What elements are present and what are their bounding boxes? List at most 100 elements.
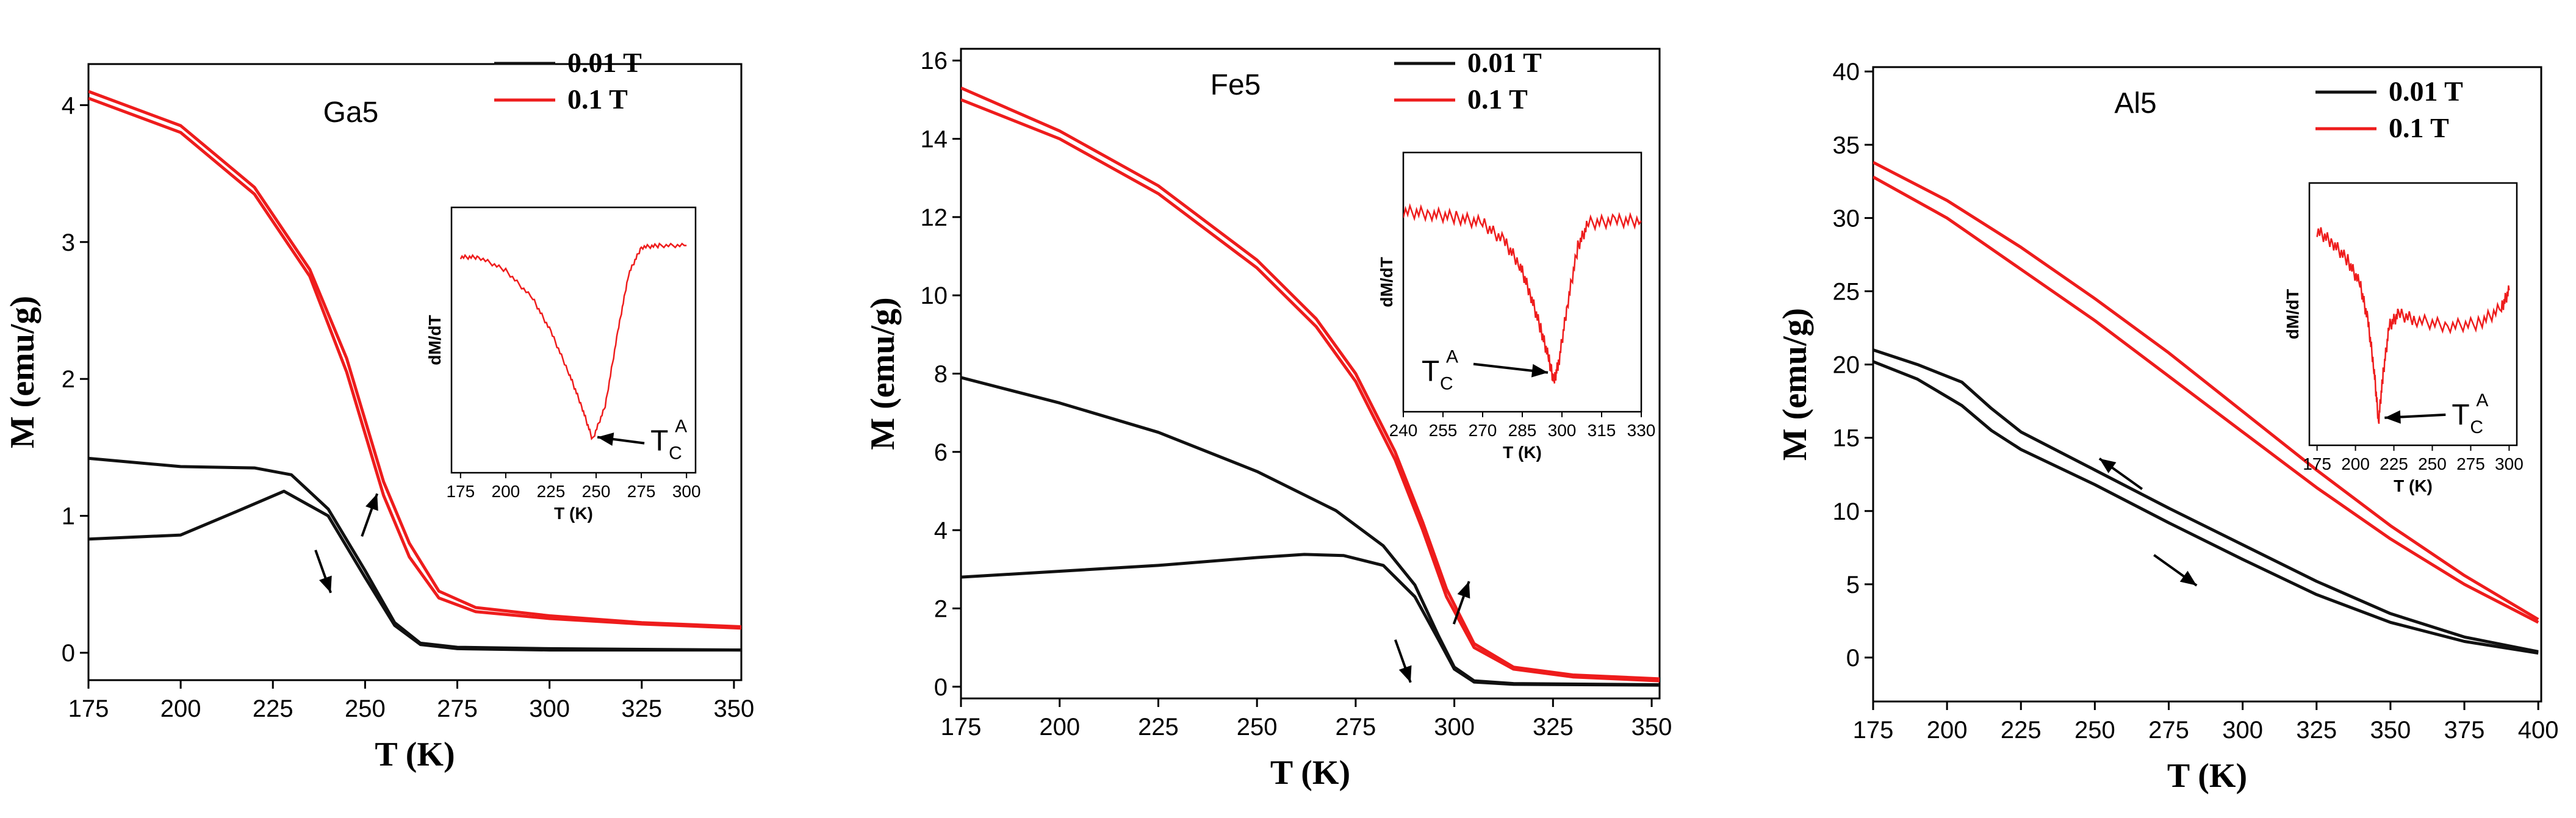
legend-label: 0.01 T xyxy=(1467,47,1542,78)
series-line-high-field-0 xyxy=(961,86,1660,681)
x-tick-label: 250 xyxy=(2074,717,2115,744)
y-tick-label: 10 xyxy=(921,282,948,309)
x-tick-label: 300 xyxy=(529,695,570,722)
panel-title: Al5 xyxy=(2114,87,2156,120)
hysteresis-arrow xyxy=(2153,554,2198,587)
y-tick-label: 12 xyxy=(921,204,948,231)
inset-frame xyxy=(2308,182,2518,447)
series-group xyxy=(88,90,741,652)
x-tick-label: 350 xyxy=(2370,717,2411,744)
hysteresis-arrow xyxy=(2098,457,2143,490)
panel-al5: 175 200 225 250 275 300 325 350 375 400 0 5 10 15 20 25… xyxy=(1776,59,2559,795)
x-tick-label: 225 xyxy=(2001,717,2042,744)
y-tick-label: 16 xyxy=(921,48,948,74)
inset-x-tick-label: 300 xyxy=(2495,454,2524,473)
inset-x-tick-label: 175 xyxy=(2303,454,2331,473)
y-tick-label: 5 xyxy=(1846,572,1860,598)
inset-x-tick-label: 250 xyxy=(582,482,611,501)
x-tick-label: 300 xyxy=(2222,717,2263,744)
x-axis-title: T (K) xyxy=(1270,754,1350,792)
inset-x-tick-label: 300 xyxy=(1548,421,1577,440)
inset-x-title: T (K) xyxy=(2394,476,2433,495)
y-axis-title: M (emu/g) xyxy=(4,296,41,448)
tc-label-main: T xyxy=(2452,399,2469,431)
tc-label: T CA xyxy=(650,417,687,464)
inset-x-tick-label: 175 xyxy=(446,482,475,501)
y-tick-label: 20 xyxy=(1833,352,1860,379)
x-axis-title: T (K) xyxy=(2167,757,2247,795)
plot-frame xyxy=(1872,66,2542,703)
legend-label: 0.1 T xyxy=(567,84,628,115)
inset-x-tick-label: 300 xyxy=(672,482,701,501)
y-tick-label: 15 xyxy=(1833,425,1860,452)
legend-label: 0.1 T xyxy=(1467,84,1528,115)
series-line-high-field-1 xyxy=(88,96,741,630)
inset-x-tick-label: 330 xyxy=(1627,421,1656,440)
y-tick-label: 0 xyxy=(62,640,75,667)
inset-frame xyxy=(450,206,697,474)
tc-arrow xyxy=(1473,362,1549,378)
x-tick-label: 225 xyxy=(253,695,293,722)
hysteresis-arrow xyxy=(314,550,333,594)
x-tick-label: 275 xyxy=(437,695,478,722)
x-tick-label: 400 xyxy=(2518,717,2559,744)
inset-x-tick-label: 250 xyxy=(2418,454,2447,473)
y-tick-label: 10 xyxy=(1833,498,1860,525)
x-tick-label: 200 xyxy=(1927,717,1968,744)
legend-label: 0.1 T xyxy=(2389,112,2449,143)
plot-frame xyxy=(87,63,743,681)
inset-y-title: dM/dT xyxy=(1377,257,1396,307)
x-tick-label: 250 xyxy=(345,695,386,722)
x-tick-label: 300 xyxy=(1434,714,1475,741)
series-line-low-field-3 xyxy=(1873,360,2539,655)
inset-x-title: T (K) xyxy=(554,504,593,523)
y-tick-label: 2 xyxy=(934,595,948,622)
hysteresis-arrow xyxy=(1452,581,1470,625)
inset-x-tick-label: 200 xyxy=(2341,454,2370,473)
x-tick-label: 325 xyxy=(2296,717,2337,744)
x-tick-label: 200 xyxy=(160,695,201,722)
series-line-low-field-3 xyxy=(88,489,741,652)
x-tick-label: 175 xyxy=(941,714,982,741)
series-line-high-field-0 xyxy=(88,90,741,628)
inset-plot: 240 255 270 285 300 315 330 T (K) dM/dT T CA xyxy=(1377,151,1656,462)
y-tick-label: 4 xyxy=(62,92,75,119)
inset-plot: 175 200 225 250 275 300 T (K) dM/dT T CA xyxy=(425,206,701,523)
legend-label: 0.01 T xyxy=(2389,76,2463,107)
series-group xyxy=(1873,160,2539,655)
x-tick-label: 350 xyxy=(1632,714,1672,741)
inset-y-title: dM/dT xyxy=(2283,289,2302,339)
x-tick-label: 175 xyxy=(68,695,109,722)
legend: 0.01 T 0.1 T xyxy=(1394,47,1542,115)
inset-x-tick-label: 200 xyxy=(492,482,520,501)
tc-label-main: T xyxy=(1422,356,1439,388)
tc-label: T CA xyxy=(2452,390,2488,437)
x-tick-label: 200 xyxy=(1039,714,1080,741)
y-tick-label: 2 xyxy=(62,366,75,393)
legend: 0.01 T 0.1 T xyxy=(2315,76,2463,143)
tc-label: T CA xyxy=(1422,347,1458,394)
series-group xyxy=(961,86,1660,687)
y-tick-label: 40 xyxy=(1833,59,1860,85)
y-tick-label: 30 xyxy=(1833,205,1860,232)
y-axis-title: M (emu/g) xyxy=(1776,308,1814,461)
inset-x-title: T (K) xyxy=(1503,443,1542,462)
inset-series-line xyxy=(1403,203,1641,384)
y-tick-label: 25 xyxy=(1833,278,1860,305)
y-tick-label: 4 xyxy=(934,517,948,544)
legend-label: 0.01 T xyxy=(567,47,642,78)
inset-x-tick-label: 285 xyxy=(1508,421,1537,440)
inset-y-title: dM/dT xyxy=(425,315,444,365)
panel-ga5: 175 200 225 250 275 300 325 350 0 1 2 3 4 T (K) M (emu… xyxy=(4,47,754,773)
inset-x-tick-label: 275 xyxy=(627,482,656,501)
x-tick-label: 325 xyxy=(621,695,662,722)
y-axis-title: M (emu/g) xyxy=(864,297,902,450)
inset-x-tick-label: 275 xyxy=(2456,454,2485,473)
inset-series-line xyxy=(2316,227,2510,424)
tc-label-sub: C xyxy=(2470,417,2483,437)
hysteresis-arrow xyxy=(1394,639,1412,683)
y-tick-label: 35 xyxy=(1833,132,1860,159)
x-tick-label: 375 xyxy=(2444,717,2485,744)
inset-x-tick-label: 315 xyxy=(1588,421,1616,440)
panel-fe5: 175 200 225 250 275 300 325 350 0 2 4 6 8 10 12 14 16 T (… xyxy=(864,47,1672,792)
